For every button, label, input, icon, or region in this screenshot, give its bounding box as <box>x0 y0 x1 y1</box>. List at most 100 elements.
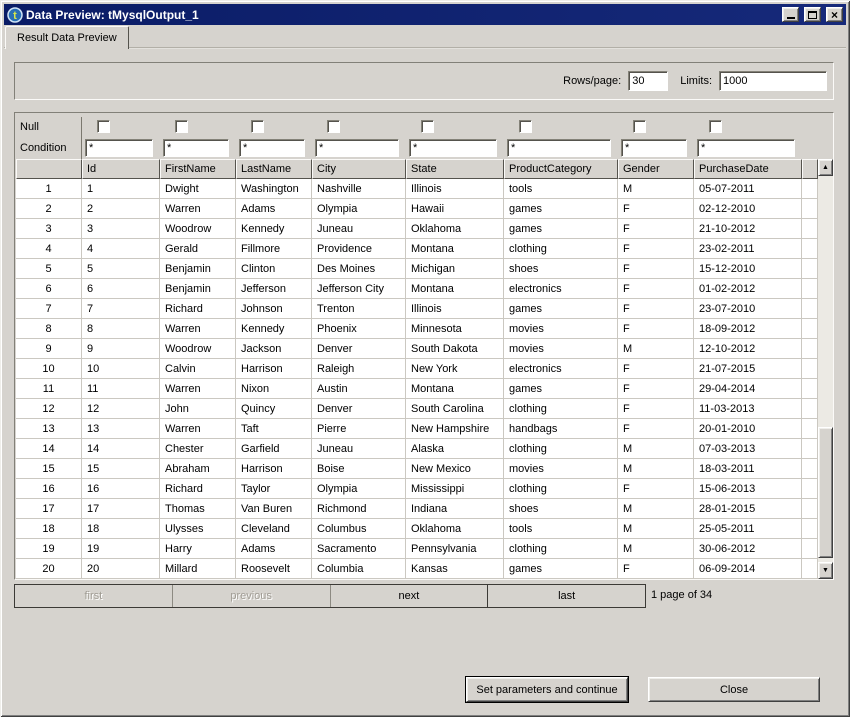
set-parameters-button[interactable]: Set parameters and continue <box>466 677 628 702</box>
pager-last-button[interactable]: last <box>488 585 645 607</box>
condition-input[interactable] <box>85 138 153 157</box>
table-cell: Woodrow <box>160 219 236 239</box>
table-row[interactable]: 5 5 Benjamin Clinton Des Moines Michigan shoes… <box>16 259 818 279</box>
close-dialog-button[interactable]: Close <box>648 677 820 702</box>
rows-per-page-input[interactable] <box>628 71 669 91</box>
condition-input[interactable] <box>409 138 497 157</box>
scrollbar-thumb[interactable] <box>818 427 833 558</box>
table-cell: 23-07-2010 <box>694 299 802 319</box>
table-cell: F <box>618 319 694 339</box>
limits-input[interactable] <box>719 71 827 91</box>
scroll-down-button[interactable]: ▼ <box>818 562 833 579</box>
table-row[interactable]: 19 19 Harry Adams Sacramento Pennsylvania clot… <box>16 539 818 559</box>
table-cell: Fillmore <box>236 239 312 259</box>
table-row[interactable]: 17 17 Thomas Van Buren Richmond Indiana shoes M… <box>16 499 818 519</box>
table-cell: Sacramento <box>312 539 406 559</box>
table-cell: Jefferson City <box>312 279 406 299</box>
table-row[interactable]: 8 8 Warren Kennedy Phoenix Minnesota movies F 18… <box>16 319 818 339</box>
column-header-lastname[interactable]: LastName <box>236 159 312 179</box>
condition-input[interactable] <box>163 138 229 157</box>
table-cell: New York <box>406 359 504 379</box>
null-filter-cell <box>82 117 160 136</box>
null-checkbox[interactable] <box>97 120 110 133</box>
null-checkbox[interactable] <box>251 120 264 133</box>
table-cell: Olympia <box>312 479 406 499</box>
table-row[interactable]: 11 11 Warren Nixon Austin Montana games F 29-04-… <box>16 379 818 399</box>
table-cell: Adams <box>236 199 312 219</box>
row-number-cell: 15 <box>16 459 82 479</box>
table-cell: electronics <box>504 359 618 379</box>
table-cell: Chester <box>160 439 236 459</box>
null-checkbox[interactable] <box>709 120 722 133</box>
condition-input[interactable] <box>315 138 399 157</box>
table-row[interactable]: 16 16 Richard Taylor Olympia Mississippi cloth… <box>16 479 818 499</box>
table-cell: Juneau <box>312 439 406 459</box>
row-number-cell: 16 <box>16 479 82 499</box>
condition-input[interactable] <box>239 138 305 157</box>
null-checkbox[interactable] <box>421 120 434 133</box>
filler-cell <box>802 539 818 559</box>
table-row[interactable]: 7 7 Richard Johnson Trenton Illinois games F 23-… <box>16 299 818 319</box>
table-cell: Richard <box>160 299 236 319</box>
null-checkbox[interactable] <box>519 120 532 133</box>
table-cell: Columbia <box>312 559 406 579</box>
maximize-button[interactable] <box>804 7 821 22</box>
filler-cell <box>802 239 818 259</box>
table-row[interactable]: 12 12 John Quincy Denver South Carolina clothi… <box>16 399 818 419</box>
table-cell: 18-09-2012 <box>694 319 802 339</box>
tab-result-data-preview[interactable]: Result Data Preview <box>5 26 129 49</box>
table-cell: Washington <box>236 179 312 199</box>
table-cell: Richard <box>160 479 236 499</box>
column-header-firstname[interactable]: FirstName <box>160 159 236 179</box>
null-filter-cell <box>160 117 236 136</box>
condition-input[interactable] <box>621 138 687 157</box>
table-cell: games <box>504 219 618 239</box>
row-number-cell: 14 <box>16 439 82 459</box>
scroll-up-button[interactable]: ▲ <box>818 159 833 176</box>
column-header[interactable] <box>16 159 82 179</box>
table-row[interactable]: 10 10 Calvin Harrison Raleigh New York electro… <box>16 359 818 379</box>
column-header-productcategory[interactable]: ProductCategory <box>504 159 618 179</box>
close-button[interactable]: × <box>826 7 843 22</box>
table-cell: Garfield <box>236 439 312 459</box>
table-cell: games <box>504 379 618 399</box>
table-row[interactable]: 6 6 Benjamin Jefferson Jefferson City Montana… <box>16 279 818 299</box>
table-cell: Taft <box>236 419 312 439</box>
table-row[interactable]: 13 13 Warren Taft Pierre New Hampshire handbag… <box>16 419 818 439</box>
table-cell: Johnson <box>236 299 312 319</box>
vertical-scrollbar[interactable]: ▲ ▼ <box>818 159 833 579</box>
table-row[interactable]: 4 4 Gerald Fillmore Providence Montana clothin… <box>16 239 818 259</box>
table-row[interactable]: 14 14 Chester Garfield Juneau Alaska clothing M… <box>16 439 818 459</box>
table-cell: Denver <box>312 339 406 359</box>
column-header-city[interactable]: City <box>312 159 406 179</box>
pager-next-button[interactable]: next <box>330 585 489 607</box>
condition-filter-cell <box>312 136 406 159</box>
table-cell: F <box>618 479 694 499</box>
minimize-icon <box>786 17 795 19</box>
column-header-purchasedate[interactable]: PurchaseDate <box>694 159 802 179</box>
table-cell: Phoenix <box>312 319 406 339</box>
condition-row-label: Condition <box>16 136 82 159</box>
table-row[interactable]: 3 3 Woodrow Kennedy Juneau Oklahoma games F 21-1… <box>16 219 818 239</box>
table-row[interactable]: 1 1 Dwight Washington Nashville Illinois tools… <box>16 179 818 199</box>
table-row[interactable]: 2 2 Warren Adams Olympia Hawaii games F 02-12-20… <box>16 199 818 219</box>
column-header-id[interactable]: Id <box>82 159 160 179</box>
table-row[interactable]: 18 18 Ulysses Cleveland Columbus Oklahoma tool… <box>16 519 818 539</box>
title-bar[interactable]: t Data Preview: tMysqlOutput_1 × <box>4 4 846 25</box>
condition-input[interactable] <box>507 138 611 157</box>
column-header-gender[interactable]: Gender <box>618 159 694 179</box>
minimize-button[interactable] <box>782 7 799 22</box>
null-checkbox[interactable] <box>633 120 646 133</box>
table-cell: Des Moines <box>312 259 406 279</box>
table-row[interactable]: 9 9 Woodrow Jackson Denver South Dakota movies… <box>16 339 818 359</box>
table-cell: M <box>618 339 694 359</box>
table-row[interactable]: 20 20 Millard Roosevelt Columbia Kansas games F… <box>16 559 818 579</box>
table-cell: 07-03-2013 <box>694 439 802 459</box>
table-row[interactable]: 15 15 Abraham Harrison Boise New Mexico movies… <box>16 459 818 479</box>
null-checkbox[interactable] <box>175 120 188 133</box>
page-status: 1 page of 34 <box>651 589 713 601</box>
column-header-state[interactable]: State <box>406 159 504 179</box>
tab-separator <box>4 47 846 49</box>
condition-input[interactable] <box>697 138 795 157</box>
null-checkbox[interactable] <box>327 120 340 133</box>
